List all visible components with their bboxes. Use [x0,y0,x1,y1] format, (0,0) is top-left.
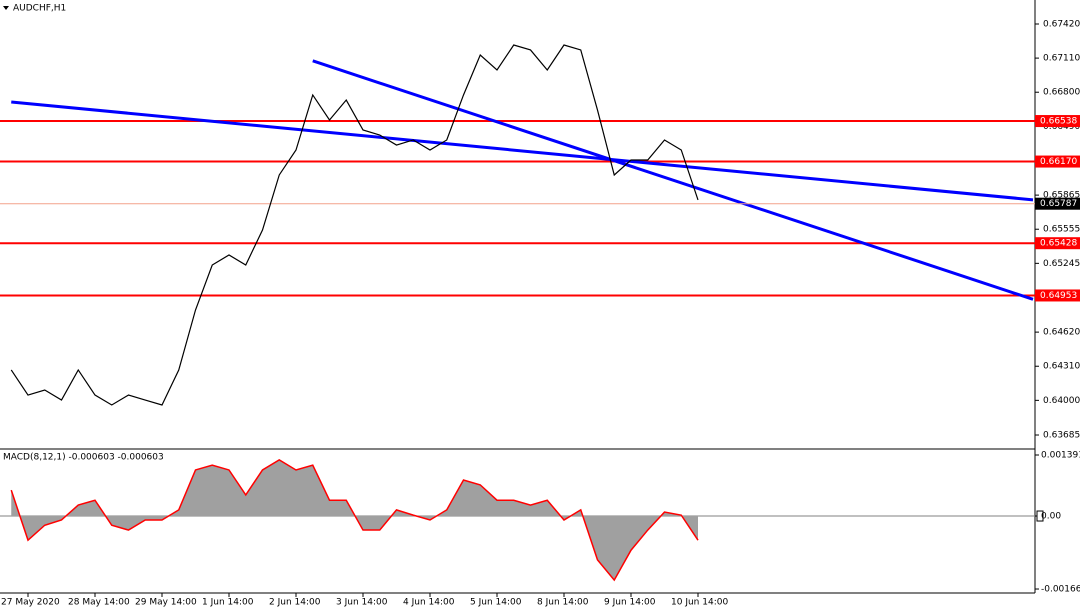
x-tick-label: 27 May 2020 [1,598,60,608]
y-tick-label: 0.63685 [1043,431,1080,441]
level-label: 0.66538 [1040,117,1077,127]
macd-label: MACD(8,12,1) -0.000603 -0.000603 [3,453,164,463]
current-price-label: 0.65787 [1040,199,1077,209]
menu-arrow[interactable] [3,6,9,10]
x-tick-label: 28 May 14:00 [68,598,130,608]
y-tick-label: 0.65555 [1043,225,1080,235]
level-label-box [1035,115,1080,128]
level-label-box [1035,237,1080,250]
y-tick-label: 0.67420 [1043,19,1080,29]
price-line [10,44,699,406]
level-label-box [1035,155,1080,168]
x-tick-label: 5 Jun 14:00 [470,598,522,608]
level-label: 0.66170 [1040,157,1077,167]
x-tick-label: 3 Jun 14:00 [336,598,388,608]
x-tick-label: 1 Jun 14:00 [202,598,254,608]
macd-zero-box [1036,510,1044,522]
x-tick-label: 9 Jun 14:00 [604,598,656,608]
macd-y-tick-label: 0.00 [1041,512,1061,522]
y-tick-label: 0.64000 [1043,396,1080,406]
chart-title: AUDCHF,H1 [13,4,66,14]
level-label: 0.65428 [1040,239,1077,249]
y-tick-label: 0.64620 [1043,328,1080,338]
macd-y-tick-label: 0.001391 [1041,451,1080,461]
y-tick-label: 0.65865 [1043,191,1080,201]
level-label-box [1035,289,1080,302]
macd-line [10,458,699,582]
y-tick-label: 0.67110 [1043,54,1080,64]
x-tick-label: 2 Jun 14:00 [269,598,321,608]
x-tick-label: 4 Jun 14:00 [403,598,455,608]
x-tick-label: 10 Jun 14:00 [671,598,728,608]
trendline [312,59,1034,301]
level-label: 0.64953 [1040,291,1077,301]
macd-y-tick-label: -0.001664 [1041,585,1080,595]
x-tick-label: 29 May 14:00 [135,598,197,608]
current-price-box [1035,197,1080,210]
y-tick-label: 0.64310 [1043,362,1080,372]
y-tick-label: 0.66800 [1043,88,1080,98]
y-tick-label: 0.65245 [1043,259,1080,269]
trendline [11,100,1034,202]
x-tick-label: 8 Jun 14:00 [537,598,589,608]
